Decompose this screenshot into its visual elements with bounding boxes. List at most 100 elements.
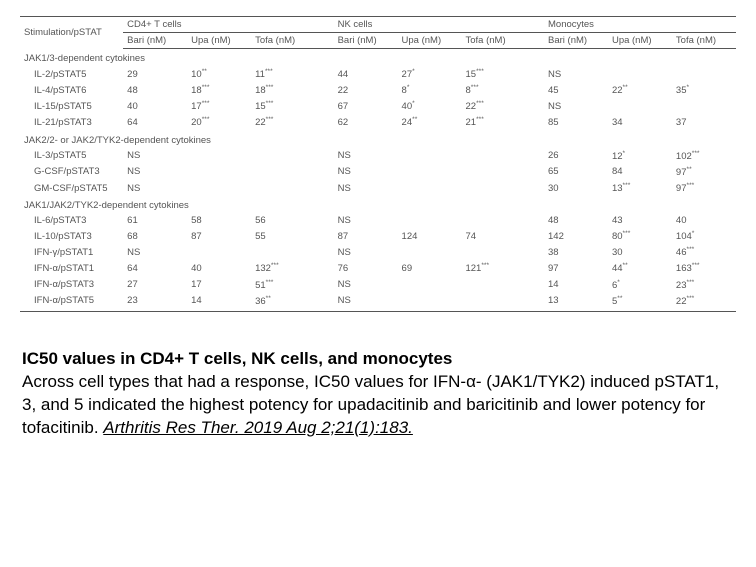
- cell: 30: [544, 180, 608, 196]
- cell: 74: [461, 228, 525, 244]
- cell: [608, 66, 672, 82]
- cell: 36**: [251, 293, 315, 312]
- cell: 124: [398, 228, 462, 244]
- cell: 48: [544, 213, 608, 228]
- cell: [398, 213, 462, 228]
- cell: NS: [334, 148, 398, 164]
- cell: 142: [544, 228, 608, 244]
- cell: 68: [123, 228, 187, 244]
- cell: [251, 164, 315, 180]
- row-name: IFN-α/pSTAT3: [20, 277, 123, 293]
- cell: 34: [608, 114, 672, 130]
- cell: 38: [544, 244, 608, 260]
- cell: 22**: [608, 82, 672, 98]
- row-name: IL-15/pSTAT5: [20, 98, 123, 114]
- cell: [398, 277, 462, 293]
- group-monocytes: Monocytes: [544, 17, 736, 33]
- cell: NS: [334, 293, 398, 312]
- row-name: IL-21/pSTAT3: [20, 114, 123, 130]
- cell: NS: [123, 148, 187, 164]
- table-row: IFN-α/pSTAT16440132***7669121***9744**16…: [20, 260, 736, 276]
- cell: 87: [334, 228, 398, 244]
- cell: 55: [251, 228, 315, 244]
- cell: 51***: [251, 277, 315, 293]
- cell: 17***: [187, 98, 251, 114]
- cell: 11***: [251, 66, 315, 82]
- cell: 14: [544, 277, 608, 293]
- cell: 27*: [398, 66, 462, 82]
- row-name: IL-3/pSTAT5: [20, 148, 123, 164]
- cell: [398, 180, 462, 196]
- col-bari: Bari (nM): [123, 33, 187, 49]
- table-row: IL-3/pSTAT5NSNS2612*102***: [20, 148, 736, 164]
- row-name: IFN-γ/pSTAT1: [20, 244, 123, 260]
- cell: 104*: [672, 228, 736, 244]
- section-label: JAK2/2- or JAK2/TYK2-dependent cytokines: [20, 131, 736, 148]
- col-tofa: Tofa (nM): [672, 33, 736, 49]
- cell: 12*: [608, 148, 672, 164]
- table-body: JAK1/3-dependent cytokinesIL-2/pSTAT5291…: [20, 49, 736, 312]
- cell: 18***: [187, 82, 251, 98]
- cell: [187, 180, 251, 196]
- col-tofa: Tofa (nM): [461, 33, 525, 49]
- cell: 65: [544, 164, 608, 180]
- cell: [461, 277, 525, 293]
- row-name: IL-6/pSTAT3: [20, 213, 123, 228]
- row-name: IL-4/pSTAT6: [20, 82, 123, 98]
- cell: 102***: [672, 148, 736, 164]
- cell: 44**: [608, 260, 672, 276]
- cell: 29: [123, 66, 187, 82]
- cell: 22***: [672, 293, 736, 312]
- cell: 15***: [461, 66, 525, 82]
- cell: [187, 164, 251, 180]
- cell: 87: [187, 228, 251, 244]
- cell: 35*: [672, 82, 736, 98]
- cell: 48: [123, 82, 187, 98]
- row-name: IFN-α/pSTAT5: [20, 293, 123, 312]
- cell: 8***: [461, 82, 525, 98]
- cell: [398, 148, 462, 164]
- cell: 23: [123, 293, 187, 312]
- section-row: JAK1/3-dependent cytokines: [20, 49, 736, 67]
- cell: NS: [334, 164, 398, 180]
- cell: 22***: [461, 98, 525, 114]
- cell: 15***: [251, 98, 315, 114]
- cell: [187, 244, 251, 260]
- cell: 56: [251, 213, 315, 228]
- row-name: IFN-α/pSTAT1: [20, 260, 123, 276]
- row-name: IL-10/pSTAT3: [20, 228, 123, 244]
- cell: NS: [544, 98, 608, 114]
- cell: 97***: [672, 180, 736, 196]
- cell: 64: [123, 260, 187, 276]
- cell: [672, 98, 736, 114]
- cell: [461, 164, 525, 180]
- cell: 64: [123, 114, 187, 130]
- table-row: IFN-α/pSTAT5231436**NS135**22***: [20, 293, 736, 312]
- col-stimulation: Stimulation/pSTAT: [20, 17, 123, 49]
- cell: [672, 66, 736, 82]
- cell: 45: [544, 82, 608, 98]
- group-cd4: CD4+ T cells: [123, 17, 315, 33]
- header-groups-row: Stimulation/pSTAT CD4+ T cells NK cells …: [20, 17, 736, 33]
- cell: 17: [187, 277, 251, 293]
- cell: 69: [398, 260, 462, 276]
- cell: 67: [334, 98, 398, 114]
- cell: [398, 293, 462, 312]
- table-row: IL-10/pSTAT3688755871247414280***104*: [20, 228, 736, 244]
- cell: 18***: [251, 82, 315, 98]
- row-name: G-CSF/pSTAT3: [20, 164, 123, 180]
- ic50-table: Stimulation/pSTAT CD4+ T cells NK cells …: [20, 16, 736, 312]
- cell: 43: [608, 213, 672, 228]
- cell: 6*: [608, 277, 672, 293]
- cell: [461, 148, 525, 164]
- cell: 46***: [672, 244, 736, 260]
- section-label: JAK1/JAK2/TYK2-dependent cytokines: [20, 196, 736, 213]
- cell: 40*: [398, 98, 462, 114]
- cell: 37: [672, 114, 736, 130]
- cell: 97: [544, 260, 608, 276]
- cell: [461, 180, 525, 196]
- section-row: JAK2/2- or JAK2/TYK2-dependent cytokines: [20, 131, 736, 148]
- cell: 85: [544, 114, 608, 130]
- col-bari: Bari (nM): [544, 33, 608, 49]
- table-row: IFN-α/pSTAT3271751***NS146*23***: [20, 277, 736, 293]
